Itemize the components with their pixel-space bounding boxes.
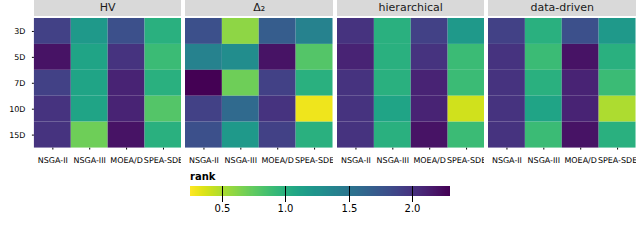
svg-text:15D: 15D (9, 131, 25, 140)
svg-text:rank: rank (190, 171, 216, 182)
svg-text:NSGA-II: NSGA-II (189, 156, 219, 165)
svg-text:SPEA-SDE: SPEA-SDE (598, 156, 636, 165)
svg-text:3D: 3D (14, 27, 25, 36)
svg-text:SPEA-SDE: SPEA-SDE (295, 156, 333, 165)
svg-text:2.0: 2.0 (405, 203, 421, 214)
svg-text:SPEA-SDE: SPEA-SDE (144, 156, 182, 165)
svg-text:MOEA/D: MOEA/D (565, 156, 597, 165)
html-text:HV: HV (99, 1, 116, 14)
svg-text:NSGA-II: NSGA-II (492, 156, 522, 165)
html-text:data-driven: data-driven (530, 1, 594, 14)
svg-text:MOEA/D: MOEA/D (110, 156, 142, 165)
svg-text:5D: 5D (14, 53, 25, 62)
svg-text:10D: 10D (9, 105, 25, 114)
svg-text:NSGA-II: NSGA-II (341, 156, 371, 165)
svg-text:1.5: 1.5 (342, 203, 358, 214)
svg-text:0.5: 0.5 (215, 203, 231, 214)
svg-text:7D: 7D (14, 79, 25, 88)
html-text:Δ₂: Δ₂ (253, 1, 266, 14)
svg-text:NSGA-II: NSGA-II (38, 156, 68, 165)
svg-text:MOEA/D: MOEA/D (413, 156, 445, 165)
svg-text:SPEA-SDE: SPEA-SDE (447, 156, 485, 165)
svg-text:NSGA-III: NSGA-III (74, 156, 106, 165)
svg-text:NSGA-III: NSGA-III (377, 156, 409, 165)
html-text:hierarchical: hierarchical (378, 1, 443, 14)
svg-text:MOEA/D: MOEA/D (262, 156, 294, 165)
svg-text:1.0: 1.0 (278, 203, 294, 214)
svg-text:NSGA-III: NSGA-III (528, 156, 560, 165)
svg-text:NSGA-III: NSGA-III (225, 156, 257, 165)
